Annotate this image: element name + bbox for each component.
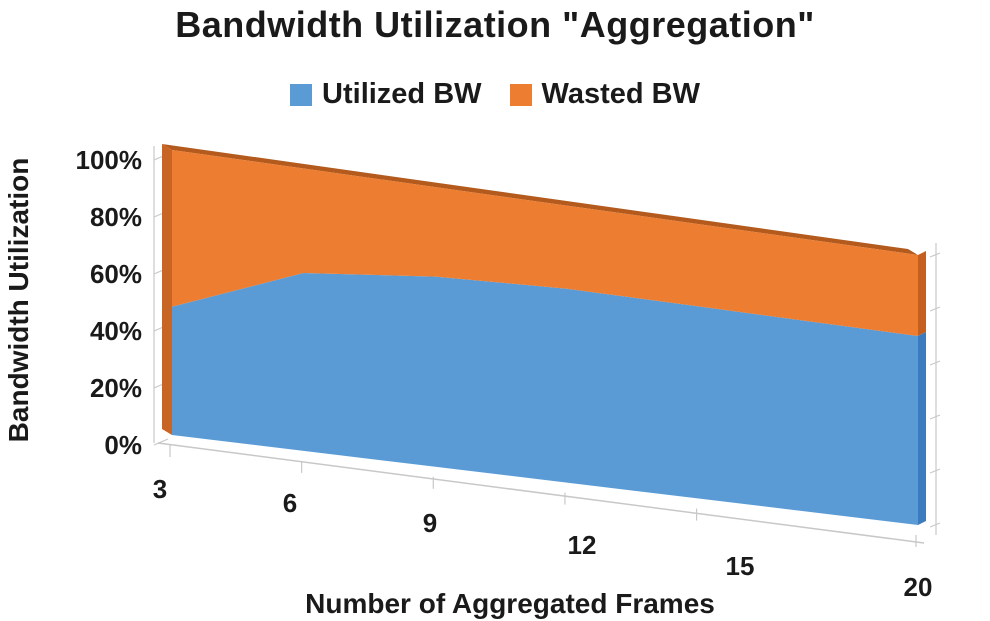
x-tick-label: 20 (904, 572, 933, 602)
area-utilized (172, 273, 918, 525)
legend-label-wasted: Wasted BW (541, 78, 700, 110)
x-axis-title: Number of Aggregated Frames (305, 588, 715, 619)
right-tick-mark (929, 306, 941, 312)
chart-title: Bandwidth Utilization "Aggregation" (175, 4, 815, 45)
y-axis-title: Bandwidth Utilization (3, 158, 34, 443)
left-side-face (162, 144, 172, 435)
area-wasted (172, 150, 918, 336)
y-tick-label: 80% (90, 202, 142, 232)
right-tick-mark (929, 414, 941, 420)
right-tick-mark (929, 252, 941, 258)
legend-item-utilized: Utilized BW (290, 78, 482, 111)
x-tick-label: 9 (423, 508, 437, 538)
x-tick-label: 12 (568, 530, 597, 560)
y-tick-label: 100% (76, 145, 143, 175)
y-tick-mark (153, 438, 169, 446)
legend-swatch-wasted (509, 83, 532, 106)
right-tick-mark (929, 360, 941, 366)
legend-label-utilized: Utilized BW (322, 78, 482, 110)
right-side-wasted (918, 251, 926, 336)
legend: Utilized BW Wasted BW (0, 78, 990, 111)
legend-item-wasted: Wasted BW (509, 78, 700, 111)
y-tick-label: 20% (90, 373, 142, 403)
y-tick-label: 60% (90, 259, 142, 289)
x-tick-label: 3 (153, 474, 167, 504)
x-tick-label: 15 (726, 551, 755, 581)
x-axis-line (157, 442, 925, 544)
right-side-utilized (918, 332, 926, 525)
y-tick-label: 40% (90, 316, 142, 346)
wasted-top-face (162, 144, 918, 255)
x-tick-label: 6 (283, 488, 297, 518)
y-tick-label: 0% (104, 430, 142, 460)
legend-swatch-utilized (290, 83, 313, 106)
right-tick-mark (929, 468, 941, 474)
right-tick-mark (929, 522, 941, 528)
